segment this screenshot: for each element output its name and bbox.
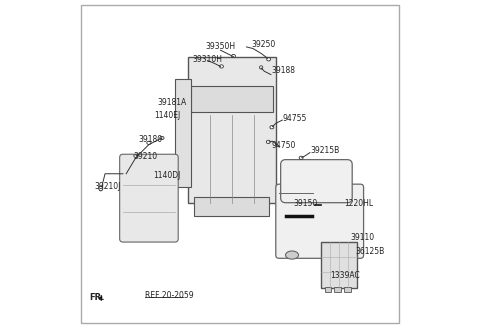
Text: 39350H: 39350H — [206, 42, 236, 51]
Ellipse shape — [267, 58, 271, 61]
Text: 39180: 39180 — [139, 135, 163, 144]
Bar — [334, 287, 341, 293]
Ellipse shape — [341, 251, 354, 259]
Bar — [175, 79, 191, 187]
Text: 1140DJ: 1140DJ — [154, 171, 181, 180]
FancyBboxPatch shape — [281, 160, 352, 203]
Ellipse shape — [286, 251, 299, 259]
Text: 39181A: 39181A — [158, 98, 187, 107]
Ellipse shape — [147, 141, 151, 145]
Text: 39210J: 39210J — [94, 182, 120, 191]
Text: 39210: 39210 — [133, 152, 157, 161]
Text: 39310H: 39310H — [192, 55, 222, 64]
Ellipse shape — [160, 136, 164, 140]
Text: 1220HL: 1220HL — [344, 198, 373, 208]
Text: 1140EJ: 1140EJ — [155, 111, 180, 120]
Ellipse shape — [299, 156, 303, 159]
Text: REF 20-2059: REF 20-2059 — [145, 291, 193, 299]
Text: 39150: 39150 — [294, 198, 318, 208]
Text: 39110: 39110 — [350, 233, 374, 242]
Ellipse shape — [231, 54, 236, 58]
FancyBboxPatch shape — [120, 154, 178, 242]
Bar — [321, 242, 357, 288]
Ellipse shape — [270, 126, 274, 129]
Ellipse shape — [266, 140, 270, 144]
Text: 94750: 94750 — [272, 141, 296, 150]
Text: FR.: FR. — [89, 294, 104, 302]
Bar — [324, 287, 331, 293]
Text: 39215B: 39215B — [311, 147, 340, 155]
FancyBboxPatch shape — [276, 184, 363, 258]
Bar — [188, 57, 276, 203]
Ellipse shape — [219, 65, 223, 68]
Ellipse shape — [134, 154, 138, 157]
Text: 1339AC: 1339AC — [330, 271, 360, 280]
Text: 36125B: 36125B — [356, 247, 385, 256]
Bar — [194, 196, 269, 216]
Bar — [191, 86, 273, 112]
Text: 39188: 39188 — [272, 67, 296, 75]
Text: 39250: 39250 — [252, 40, 276, 49]
Text: 94755: 94755 — [283, 114, 307, 123]
Ellipse shape — [260, 66, 263, 69]
Bar — [344, 287, 350, 293]
Ellipse shape — [99, 186, 103, 191]
